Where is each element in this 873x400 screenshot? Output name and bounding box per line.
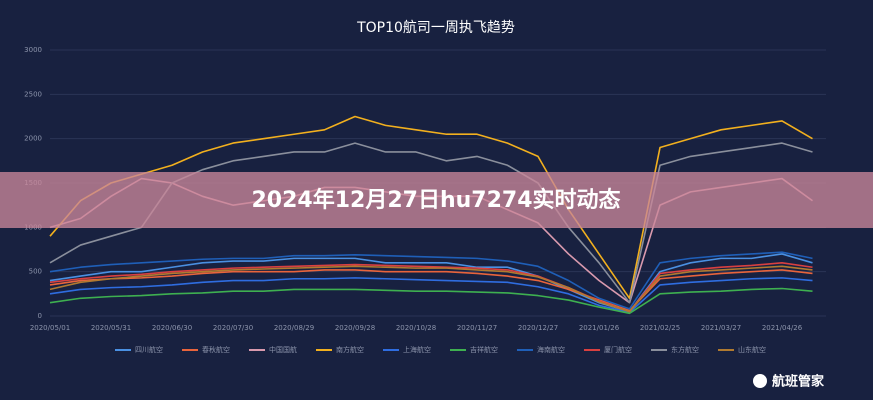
legend-label: 厦门航空 [604, 345, 632, 354]
y-tick-label: 0 [38, 312, 42, 320]
banner-band [0, 172, 873, 228]
y-tick-label: 500 [29, 268, 42, 276]
x-tick-label: 2021/01/26 [579, 324, 620, 332]
y-tick-label: 2000 [24, 135, 42, 143]
x-tick-label: 2021/04/26 [762, 324, 803, 332]
x-tick-label: 2020/10/28 [396, 324, 436, 332]
y-tick-label: 2500 [24, 90, 42, 98]
series-line [49, 287, 813, 315]
series-line [49, 251, 813, 310]
series-line [49, 265, 813, 313]
x-tick-label: 2020/09/28 [335, 324, 375, 332]
series-line [49, 262, 813, 313]
series-line [49, 277, 813, 314]
legend-label: 上海航空 [403, 345, 431, 354]
legend-label: 海南航空 [537, 345, 565, 354]
series-line [49, 253, 813, 313]
banner-title: 2024年12月27日hu7274实时动态 [251, 187, 620, 213]
plot: 0500100015002000250030002020/05/012020/0… [24, 46, 826, 354]
x-tick-label: 2020/07/30 [213, 324, 253, 332]
legend-label: 山东航空 [738, 345, 766, 354]
series-line [49, 115, 813, 300]
legend-label: 东方航空 [671, 345, 699, 354]
x-tick-label: 2021/02/25 [640, 324, 680, 332]
logo-text: 航班管家 [772, 374, 825, 390]
y-tick-label: 3000 [24, 46, 42, 54]
x-tick-label: 2020/05/31 [91, 324, 131, 332]
series-line [49, 269, 813, 312]
x-tick-label: 2020/06/30 [152, 324, 192, 332]
chart-title: TOP10航司一周执飞趋势 [356, 20, 515, 36]
legend-label: 南方航空 [336, 345, 364, 354]
legend-label: 春秋航空 [202, 345, 230, 354]
x-tick-label: 2020/12/27 [518, 324, 558, 332]
legend-label: 四川航空 [135, 345, 163, 354]
x-tick-label: 2020/05/01 [30, 324, 70, 332]
legend-label: 吉祥航空 [470, 345, 498, 354]
logo-icon [753, 374, 767, 388]
x-tick-label: 2020/08/29 [274, 324, 314, 332]
x-tick-label: 2020/11/27 [457, 324, 497, 332]
legend-label: 中国国航 [269, 345, 297, 354]
x-tick-label: 2021/03/27 [701, 324, 741, 332]
